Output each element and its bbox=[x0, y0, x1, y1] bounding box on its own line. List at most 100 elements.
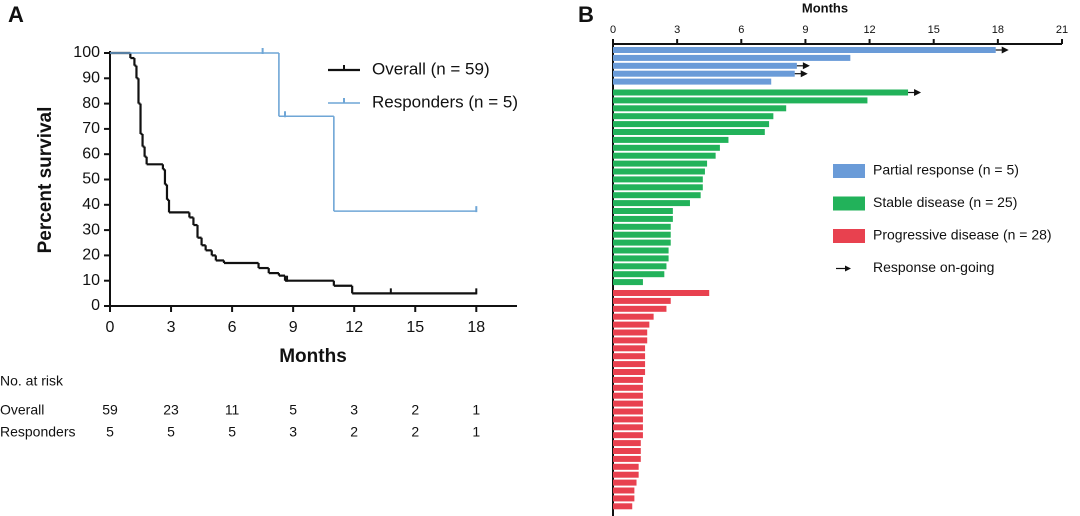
x-tick-label: 6 bbox=[738, 24, 744, 36]
bar bbox=[613, 353, 646, 360]
bar bbox=[613, 416, 643, 423]
x-tick-label: 3 bbox=[674, 24, 680, 36]
y-tick-label: 90 bbox=[82, 70, 100, 87]
y-tick-label: 80 bbox=[82, 95, 100, 112]
bar bbox=[613, 47, 996, 53]
bar bbox=[613, 223, 671, 230]
bar bbox=[613, 279, 643, 286]
risk-count: 1 bbox=[472, 424, 480, 440]
y-tick-label: 70 bbox=[82, 120, 100, 137]
risk-count: 1 bbox=[472, 402, 480, 418]
x-tick-label: 12 bbox=[863, 24, 875, 36]
y-tick-label: 40 bbox=[82, 196, 100, 213]
bar bbox=[613, 321, 650, 328]
bar bbox=[613, 62, 797, 69]
bar bbox=[613, 54, 851, 61]
bar bbox=[613, 184, 703, 191]
risk-count: 3 bbox=[350, 402, 358, 418]
bar bbox=[613, 239, 671, 246]
bar bbox=[613, 471, 639, 478]
legend-arrowhead bbox=[845, 265, 851, 272]
bar bbox=[613, 70, 795, 77]
bar bbox=[613, 503, 633, 510]
y-tick-label: 100 bbox=[73, 44, 100, 61]
bar bbox=[613, 408, 643, 415]
bar bbox=[613, 432, 643, 439]
x-tick-label: 0 bbox=[106, 319, 115, 336]
bar bbox=[613, 495, 635, 502]
bar bbox=[613, 384, 643, 391]
bar bbox=[613, 136, 729, 143]
bar bbox=[613, 400, 643, 407]
bar bbox=[613, 424, 643, 431]
risk-count: 3 bbox=[289, 424, 297, 440]
legend-swatch bbox=[833, 229, 865, 243]
y-tick-label: 0 bbox=[91, 297, 100, 314]
y-tick-label: 50 bbox=[82, 171, 100, 188]
x-tick-label: 18 bbox=[992, 24, 1004, 36]
risk-count: 5 bbox=[289, 402, 297, 418]
bar bbox=[613, 455, 641, 462]
risk-count: 2 bbox=[350, 424, 358, 440]
x-tick-label: 6 bbox=[228, 319, 237, 336]
x-tick-label: 3 bbox=[167, 319, 176, 336]
y-tick-label: 60 bbox=[82, 145, 100, 162]
legend-label: Response on-going bbox=[873, 259, 994, 275]
ongoing-arrowhead bbox=[800, 70, 808, 78]
bar bbox=[613, 215, 673, 222]
bar bbox=[613, 78, 772, 85]
legend-label: Partial response (n = 5) bbox=[873, 162, 1019, 178]
legend-label: Progressive disease (n = 28) bbox=[873, 227, 1052, 243]
bar bbox=[613, 440, 641, 447]
x-axis-title: Months bbox=[802, 0, 848, 15]
risk-count: 23 bbox=[163, 402, 179, 418]
bar bbox=[613, 345, 646, 352]
ongoing-arrowhead bbox=[1001, 46, 1009, 54]
bar bbox=[613, 463, 639, 470]
x-tick-label: 18 bbox=[467, 319, 485, 336]
bar bbox=[613, 231, 671, 238]
risk-table-title: No. at risk bbox=[0, 373, 64, 389]
risk-count: 2 bbox=[411, 402, 419, 418]
bar bbox=[613, 176, 703, 183]
risk-count: 5 bbox=[228, 424, 236, 440]
bar bbox=[613, 152, 716, 159]
legend-swatch bbox=[833, 164, 865, 178]
bar bbox=[613, 479, 637, 486]
bar bbox=[613, 200, 690, 207]
bar bbox=[613, 448, 641, 454]
legend-swatch bbox=[833, 196, 865, 211]
risk-count: 5 bbox=[167, 424, 175, 440]
risk-count: 2 bbox=[411, 424, 419, 440]
bar bbox=[613, 313, 654, 320]
legend-label: Overall (n = 59) bbox=[372, 59, 490, 78]
bar bbox=[613, 208, 673, 214]
panel-label: A bbox=[8, 2, 24, 27]
x-tick-label: 9 bbox=[289, 319, 298, 336]
y-tick-label: 30 bbox=[82, 221, 100, 238]
bar bbox=[613, 192, 701, 199]
bar bbox=[613, 247, 669, 254]
risk-row-label: Overall bbox=[0, 402, 44, 418]
risk-count: 59 bbox=[102, 402, 118, 418]
bar bbox=[613, 392, 643, 399]
bar bbox=[613, 144, 720, 151]
bar bbox=[613, 337, 648, 344]
bar bbox=[613, 297, 671, 304]
x-axis-title: Months bbox=[279, 346, 347, 367]
bar bbox=[613, 487, 635, 494]
risk-count: 11 bbox=[225, 402, 240, 418]
legend-label: Stable disease (n = 25) bbox=[873, 194, 1017, 210]
bar bbox=[613, 376, 643, 383]
bar bbox=[613, 160, 708, 167]
bar bbox=[613, 97, 868, 104]
x-tick-label: 0 bbox=[610, 24, 616, 36]
x-tick-label: 12 bbox=[345, 319, 363, 336]
bar bbox=[613, 168, 705, 175]
bar bbox=[613, 290, 710, 296]
y-tick-label: 10 bbox=[82, 272, 100, 289]
x-tick-label: 9 bbox=[802, 24, 808, 36]
bar bbox=[613, 329, 648, 336]
y-axis-title: Percent survival bbox=[35, 107, 56, 254]
